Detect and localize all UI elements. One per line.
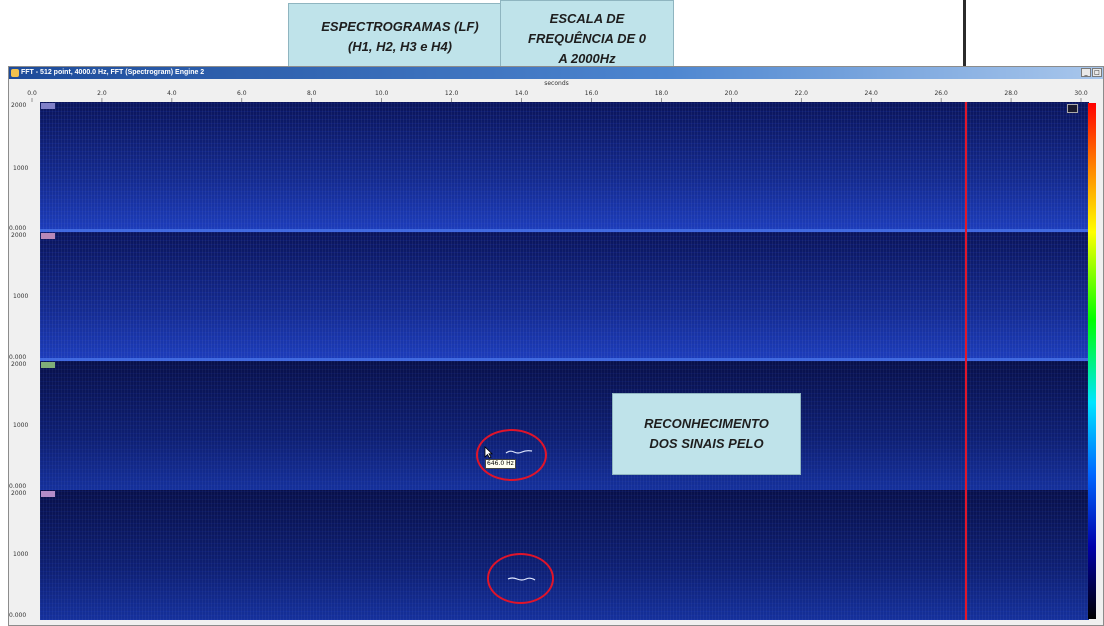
divider-line (963, 0, 966, 68)
frequency-scale-callout: ESCALA DE FREQUÊNCIA DE 0 A 2000Hz (500, 0, 674, 78)
x-tick-label: 8.0 (307, 90, 317, 97)
x-tick-label: 22.0 (795, 90, 809, 97)
y-top-label-h2: 2000 (11, 232, 27, 239)
y-mid-label-h3: 1000 (13, 422, 29, 429)
channel-tag-h4 (41, 491, 55, 497)
panel-scroll-button[interactable] (1067, 104, 1078, 113)
window-controls: _ □ (1081, 68, 1102, 77)
x-axis-label: seconds (544, 80, 569, 87)
spectrogram-h1[interactable] (40, 102, 1089, 232)
app-icon (11, 69, 19, 77)
x-tick-label: 12.0 (445, 90, 459, 97)
y-bottom-label-h2: 0.000 (9, 354, 27, 361)
y-mid-label-h1: 1000 (13, 165, 29, 172)
spectrogram-window: FFT - 512 point, 4000.0 Hz, FFT (Spectro… (8, 66, 1104, 626)
x-tick-label: 24.0 (865, 90, 879, 97)
x-tick-label: 4.0 (167, 90, 177, 97)
x-tick-label: 10.0 (375, 90, 389, 97)
x-tick-label: 28.0 (1004, 90, 1018, 97)
y-top-label-h1: 2000 (11, 102, 27, 109)
y-bottom-label-h3: 0.000 (9, 483, 27, 490)
x-tick-label: 2.0 (97, 90, 107, 97)
channel-tag-h1 (41, 103, 55, 109)
channel-tag-h2 (41, 233, 55, 239)
restore-button[interactable]: □ (1092, 68, 1102, 77)
time-cursor[interactable] (964, 102, 967, 620)
y-mid-label-h2: 1000 (13, 293, 29, 300)
spectrograms-callout: ESPECTROGRAMAS (LF) (H1, H2, H3 e H4) (288, 3, 512, 71)
y-mid-label-h4: 1000 (13, 551, 29, 558)
spectrogram-h4[interactable] (40, 490, 1089, 620)
x-tick-label: 20.0 (725, 90, 739, 97)
x-tick-label: 0.0 (27, 90, 37, 97)
highlight-circle-h4 (487, 553, 554, 604)
spectrogram-h2[interactable] (40, 232, 1089, 361)
time-axis: seconds 0.0 2.0 4.0 6.0 8.0 10.0 12.0 14.0 16.0 18… (27, 80, 1088, 102)
x-tick-label: 18.0 (655, 90, 669, 97)
channel-tag-h3 (41, 362, 55, 368)
y-bottom-label-h4: 0.000 (9, 612, 27, 619)
spectrogram-h3[interactable] (40, 361, 1089, 490)
recognition-callout: RECONHECIMENTO DOS SINAIS PELO (612, 393, 801, 475)
baseline (40, 229, 1089, 232)
x-tick-label: 6.0 (237, 90, 247, 97)
y-bottom-label-h1: 0.000 (9, 225, 27, 232)
y-top-label-h3: 2000 (11, 361, 27, 368)
y-top-label-h4: 2000 (11, 490, 27, 497)
x-tick-label: 26.0 (934, 90, 948, 97)
window-title: FFT - 512 point, 4000.0 Hz, FFT (Spectro… (21, 69, 205, 76)
highlight-circle-h3 (476, 429, 547, 481)
baseline (40, 358, 1089, 361)
x-tick-label: 16.0 (585, 90, 599, 97)
x-tick-label: 14.0 (515, 90, 529, 97)
title-bar[interactable]: FFT - 512 point, 4000.0 Hz, FFT (Spectro… (9, 67, 1103, 79)
x-tick-label: 30.0 (1074, 90, 1088, 97)
color-scale-bar (1088, 103, 1096, 619)
minimize-button[interactable]: _ (1081, 68, 1091, 77)
